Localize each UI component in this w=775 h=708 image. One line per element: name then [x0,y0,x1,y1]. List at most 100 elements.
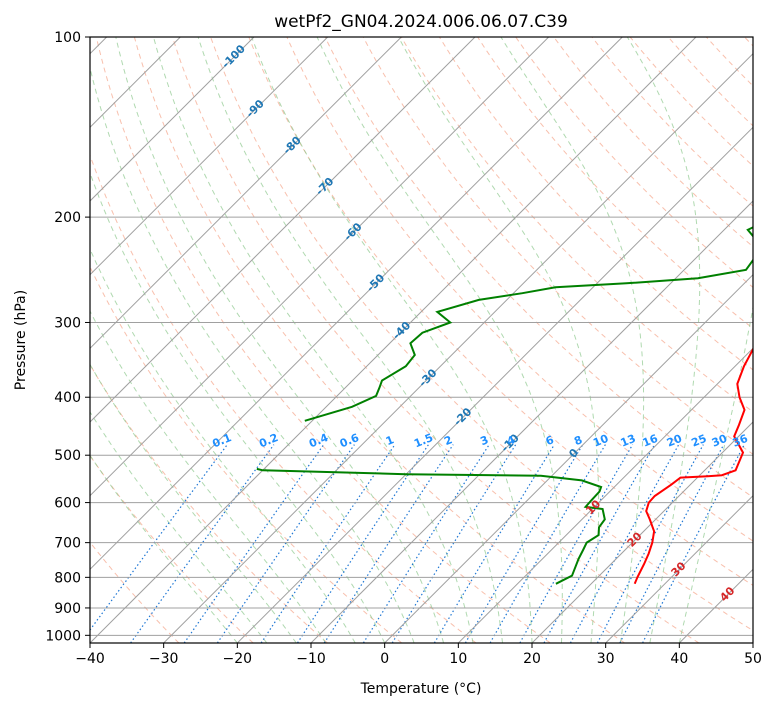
temperature-line [633,347,753,585]
x-tick-label: 10 [449,651,467,667]
isotherm [457,347,753,643]
dry-adiabat [90,363,328,643]
mixing-ratio-line [260,444,396,643]
mixing-ratio-label: 10 [591,432,610,450]
mixing-ratio-line [391,444,517,643]
isotherm [531,421,753,643]
plot-frame [89,36,754,644]
isotherm [90,37,476,423]
moist-adiabat [90,411,268,643]
x-tick-label: 50 [744,651,762,667]
moist-adiabat [678,304,753,643]
moist-adiabat [251,37,533,643]
dry-adiabat [210,37,753,632]
isotherm-label: 30 [669,559,689,579]
dry-adiabat [591,37,753,207]
y-tick-label: 700 [54,536,81,552]
dry-adiabat [90,153,477,643]
y-tick-label: 900 [54,601,81,617]
moist-adiabat [626,37,701,643]
mixing-ratio-label: 2 [442,433,454,448]
dry-adiabat [286,37,753,542]
dewpoint-line [256,467,606,585]
y-axis-label: Pressure (hPa) [13,290,29,390]
dry-adiabat [324,37,753,498]
dry-adiabat [95,37,551,643]
isotherm [310,200,753,643]
dry-adiabat [90,454,254,643]
isotherm [90,37,402,350]
isotherm [90,37,697,643]
dry-adiabat [438,37,753,371]
moist-adiabat [197,37,503,643]
mixing-ratio-label: 1 [384,433,396,448]
mixing-ratio-line [619,444,725,643]
mixing-ratio-line [464,444,584,643]
dry-adiabat [705,37,753,87]
dewpoint_upper-line [304,226,753,422]
isotherm-label: -80 [281,134,304,157]
mixing-ratio-line [216,444,355,643]
isotherm [163,52,753,643]
chart-title: wetPf2_GN04.2024.006.06.07.C39 [274,12,568,32]
dry-adiabat [362,37,753,455]
x-axis-label: Temperature (°C) [360,681,482,697]
mixing-ratio-line [296,444,429,643]
moist-adiabat [397,37,600,643]
line-labels: -100-90-80-70-60-50-40-30-20-10 010203040… [210,42,750,604]
isotherm-label: -60 [341,220,364,243]
moist-adiabat [153,37,474,643]
dry-adiabat [477,37,753,330]
x-tick-label: −20 [223,651,253,667]
y-tick-label: 800 [54,570,81,586]
mixing-ratio-label: 0.6 [338,431,361,450]
dry-adiabat [248,37,753,586]
background-lines [90,37,753,643]
mixing-ratio-label: 8 [572,433,584,448]
mixing-ratio-label: 25 [689,432,708,450]
moist-adiabat [316,37,563,643]
mixing-ratio-line [362,444,490,643]
mixing-ratio-line [596,444,704,643]
mixing-ratio-line [90,444,228,631]
isotherm-label: 40 [717,584,737,604]
dry-adiabat [744,37,753,47]
mixing-ratio-label: 3 [478,433,490,448]
isotherm [752,642,753,643]
x-tick-label: −10 [296,651,326,667]
isotherm-label: -90 [244,97,267,120]
axes: −40 −30 −20 −10 0 10 20 30 40 5010020030040050060… [45,30,762,667]
mixing-ratio-label: 0.1 [210,431,233,450]
mixing-ratio-line [489,444,606,643]
isotherm [678,568,753,643]
mixing-ratio-label: 16 [641,432,660,450]
isotherm [605,494,753,643]
x-tick-label: 20 [523,651,541,667]
mixing-ratio-label: 0.2 [257,431,280,450]
mixing-ratio-line [519,444,634,643]
sounding-profiles [256,226,753,585]
mixing-ratio-label: 20 [665,432,684,450]
y-tick-label: 500 [54,448,81,464]
mixing-ratio-label: 0.4 [307,431,330,450]
moist-adiabat [90,248,356,643]
y-tick-label: 600 [54,496,81,512]
isotherm-label: -20 [451,405,474,428]
moist-adiabat [90,171,386,643]
mixing-ratio-line [323,444,454,643]
isotherm [90,37,329,276]
x-tick-label: 0 [380,651,389,667]
mixing-ratio-line [130,444,275,643]
dry-adiabat [172,37,700,643]
mixing-ratio-label: 13 [619,432,638,450]
moist-adiabat [500,37,645,643]
isotherm-label: -100 [219,42,248,71]
mixing-ratio-label: 36 [731,432,750,450]
isotherm [236,126,753,643]
dry-adiabat [400,37,753,413]
isotherm [90,37,255,202]
isotherm [90,37,550,497]
x-tick-label: 30 [597,651,615,667]
y-tick-label: 400 [54,390,81,406]
